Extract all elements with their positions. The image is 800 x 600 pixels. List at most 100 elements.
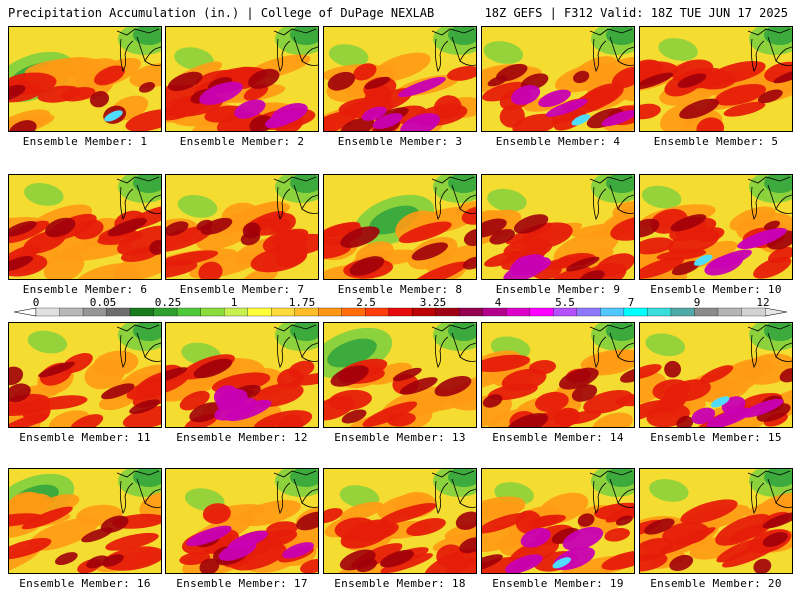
ensemble-member-label: Ensemble Member: 2 — [179, 135, 305, 148]
colorbar-tick-label: 7 — [628, 296, 635, 309]
ensemble-member-label: Ensemble Member: 12 — [176, 431, 308, 444]
colorbar-tick-label: 5.5 — [555, 296, 575, 309]
colorbar-tick-label: 3.25 — [420, 296, 447, 309]
colorbar-swatch — [435, 307, 460, 317]
ensemble-member-map — [639, 468, 793, 574]
great-lakes-outline — [589, 176, 634, 220]
colorbar-swatch — [200, 307, 225, 317]
precipitation-field — [9, 27, 161, 131]
ensemble-member-map — [323, 26, 477, 132]
ensemble-member-label: Ensemble Member: 16 — [19, 577, 151, 590]
ensemble-member-map — [481, 174, 635, 280]
ensemble-member-label: Ensemble Member: 19 — [492, 577, 624, 590]
colorbar-tick-label: 9 — [694, 296, 701, 309]
ensemble-member-map — [481, 468, 635, 574]
precipitation-field — [640, 27, 792, 131]
colorbar-tick-label: 0.05 — [90, 296, 117, 309]
colorbar-tick-label: 4 — [495, 296, 502, 309]
precipitation-field — [324, 323, 476, 427]
ensemble-member-label: Ensemble Member: 1 — [22, 135, 148, 148]
ensemble-member-label: Ensemble Member: 15 — [650, 431, 782, 444]
colorbar-swatch — [223, 307, 249, 317]
precipitation-field — [640, 175, 792, 279]
great-lakes-outline — [116, 176, 161, 220]
colorbar-tick-label: 2.5 — [356, 296, 376, 309]
ensemble-member-map — [639, 174, 793, 280]
ensemble-member-label: Ensemble Member: 11 — [19, 431, 151, 444]
great-lakes-outline — [747, 470, 792, 514]
colorbar-swatch — [153, 307, 178, 317]
map-title: Precipitation Accumulation (in.) | Colle… — [8, 6, 435, 20]
ensemble-member-map — [323, 322, 477, 428]
precipitation-field — [166, 469, 318, 573]
great-lakes-outline — [116, 470, 161, 514]
colorbar-swatch — [741, 307, 766, 317]
ensemble-member-map — [165, 468, 319, 574]
great-lakes-outline — [116, 324, 161, 368]
colorbar-right-arrow — [764, 307, 788, 317]
colorbar-swatch — [176, 307, 202, 317]
colorbar-swatch — [506, 307, 531, 317]
colorbar-swatch — [129, 307, 155, 317]
colorbar-swatch — [670, 307, 695, 317]
ensemble-member-map — [481, 322, 635, 428]
colorbar-swatch — [82, 307, 107, 317]
colorbar-swatch — [600, 307, 625, 317]
great-lakes-outline — [273, 324, 318, 368]
colorbar-swatch — [271, 307, 296, 317]
ensemble-member-map — [165, 322, 319, 428]
great-lakes-outline — [589, 28, 634, 72]
ensemble-member-map — [639, 26, 793, 132]
colorbar-swatch — [341, 307, 366, 317]
great-lakes-outline — [431, 470, 476, 514]
precipitation-field — [324, 175, 476, 279]
great-lakes-outline — [116, 28, 161, 72]
precipitation-field — [9, 469, 161, 573]
precipitation-field — [640, 323, 792, 427]
colorbar-swatch — [529, 307, 554, 317]
ensemble-member-label: Ensemble Member: 17 — [176, 577, 308, 590]
precipitation-field — [166, 27, 318, 131]
ensemble-member-map — [639, 322, 793, 428]
ensemble-member-label: Ensemble Member: 10 — [650, 283, 782, 296]
precipitation-field — [9, 323, 161, 427]
colorbar-swatch — [647, 307, 672, 317]
colorbar-swatch — [388, 307, 413, 317]
great-lakes-outline — [431, 176, 476, 220]
great-lakes-outline — [747, 324, 792, 368]
great-lakes-outline — [273, 28, 318, 72]
colorbar-swatch — [694, 307, 719, 317]
precipitation-field — [482, 27, 634, 131]
great-lakes-outline — [747, 176, 792, 220]
ensemble-member-map — [323, 468, 477, 574]
colorbar-tick-label: 1 — [231, 296, 238, 309]
ensemble-member-map — [165, 26, 319, 132]
great-lakes-outline — [589, 470, 634, 514]
ensemble-member-label: Ensemble Member: 6 — [22, 283, 148, 296]
colorbar-swatch — [247, 307, 272, 317]
colorbar-left-arrow — [13, 307, 37, 317]
colorbar-tick-label: 0 — [33, 296, 40, 309]
ensemble-member-map — [8, 468, 162, 574]
colorbar-swatch — [576, 307, 601, 317]
ensemble-member-label: Ensemble Member: 20 — [650, 577, 782, 590]
great-lakes-outline — [273, 176, 318, 220]
great-lakes-outline — [273, 470, 318, 514]
ensemble-member-map — [323, 174, 477, 280]
ensemble-member-label: Ensemble Member: 3 — [337, 135, 463, 148]
ensemble-member-label: Ensemble Member: 5 — [653, 135, 779, 148]
ensemble-member-map — [8, 322, 162, 428]
colorbar-swatch — [717, 307, 742, 317]
precipitation-field — [324, 469, 476, 573]
precipitation-field — [482, 469, 634, 573]
colorbar-swatch — [35, 307, 60, 317]
colorbar-swatch — [623, 307, 648, 317]
colorbar-swatch — [318, 307, 343, 317]
colorbar-swatch — [553, 307, 578, 317]
precipitation-field — [482, 175, 634, 279]
colorbar-swatch — [59, 307, 84, 317]
colorbar-tick-label: 1.75 — [289, 296, 316, 309]
ensemble-member-label: Ensemble Member: 13 — [334, 431, 466, 444]
ensemble-member-label: Ensemble Member: 8 — [337, 283, 463, 296]
colorbar-swatch — [106, 307, 131, 317]
